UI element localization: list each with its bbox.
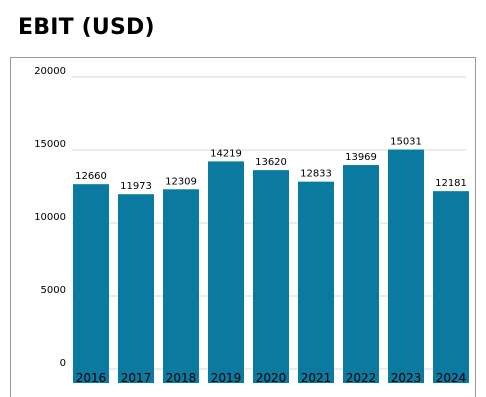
x-tick-label: 2018 bbox=[166, 371, 197, 383]
data-labels: 12660 11973 12309 14219 13620 12833 13969 15031… bbox=[75, 137, 467, 193]
bar-value-label: 12660 bbox=[75, 171, 107, 182]
bar bbox=[118, 194, 154, 383]
bar bbox=[298, 181, 334, 383]
bars bbox=[73, 149, 469, 383]
y-tick-label: 20000 bbox=[34, 66, 66, 77]
bar-value-label: 12833 bbox=[300, 169, 332, 180]
y-tick-label: 0 bbox=[60, 358, 66, 369]
y-tick-label: 10000 bbox=[34, 212, 66, 223]
y-axis-ticks: 0 5000 10000 15000 20000 bbox=[34, 66, 66, 369]
bar bbox=[388, 149, 424, 383]
x-tick-label: 2016 bbox=[76, 371, 107, 383]
x-tick-label: 2023 bbox=[391, 371, 422, 383]
bar-value-label: 13620 bbox=[255, 157, 287, 168]
bar-value-label: 14219 bbox=[210, 148, 242, 159]
chart-frame bbox=[10, 57, 476, 397]
x-tick-label: 2017 bbox=[121, 371, 152, 383]
bar bbox=[208, 161, 244, 383]
bar-value-label: 15031 bbox=[390, 137, 422, 148]
y-tick-label: 5000 bbox=[41, 285, 66, 296]
x-tick-label: 2022 bbox=[346, 371, 377, 383]
bar bbox=[433, 191, 469, 383]
x-tick-label: 2019 bbox=[211, 371, 242, 383]
y-tick-label: 15000 bbox=[34, 139, 66, 150]
bar-value-label: 12181 bbox=[435, 178, 467, 189]
bar bbox=[163, 189, 199, 383]
bar bbox=[343, 165, 379, 383]
x-tick-label: 2021 bbox=[301, 371, 332, 383]
ebit-bar-chart: 0 5000 10000 15000 20000 12660 11973 12309 1421… bbox=[34, 66, 469, 383]
bar bbox=[73, 184, 109, 383]
bar bbox=[253, 170, 289, 383]
x-axis-ticks: 2016 2017 2018 2019 2020 2021 2022 2023 2024 bbox=[76, 371, 467, 383]
chart-title: EBIT (USD) bbox=[18, 15, 155, 40]
bar-value-label: 11973 bbox=[120, 181, 152, 192]
x-tick-label: 2020 bbox=[256, 371, 287, 383]
x-tick-label: 2024 bbox=[436, 371, 467, 383]
bar-value-label: 12309 bbox=[165, 176, 197, 187]
bar-value-label: 13969 bbox=[345, 152, 377, 163]
